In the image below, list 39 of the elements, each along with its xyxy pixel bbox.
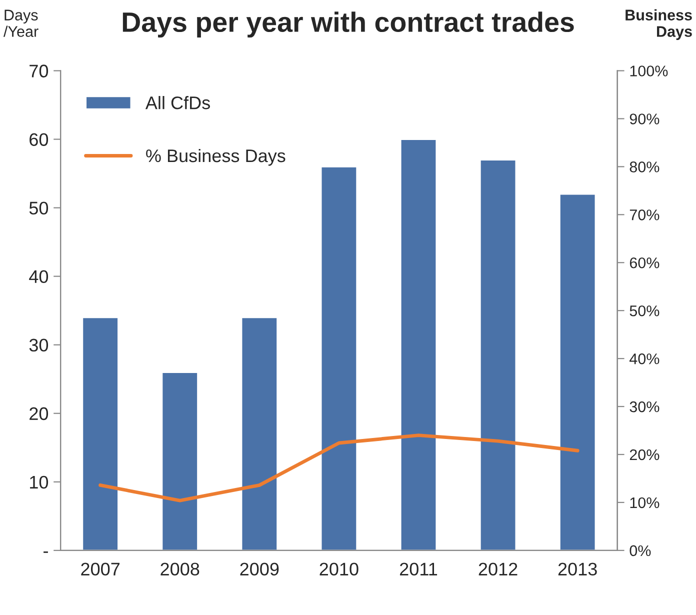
y-tick-label: 20 <box>30 407 48 420</box>
y2-tick-label: 60% <box>630 257 660 268</box>
y2-tick-label: 20% <box>630 449 660 460</box>
y-tick-label: 30 <box>29 338 48 352</box>
y2-tick-label: 100% <box>630 66 668 76</box>
x-tick-label: 2011 <box>400 562 438 576</box>
bar <box>400 138 438 550</box>
bar <box>82 316 119 550</box>
bar <box>479 159 517 550</box>
y2-tick-label: 10% <box>630 497 660 508</box>
y2-tick-label: 90% <box>630 114 660 124</box>
y2-tick-label: 50% <box>630 305 660 316</box>
y2-tick-label: 40% <box>630 353 660 364</box>
bar <box>558 193 596 550</box>
x-tick-label: 2013 <box>558 562 597 576</box>
legend-label: All CfDs <box>145 96 210 110</box>
y2-axis-title: Business Days <box>626 9 692 40</box>
y-tick-label: 40 <box>29 270 48 284</box>
x-tick-label: 2008 <box>160 562 200 576</box>
y2-tick-label: 0% <box>630 545 651 556</box>
y-tick-label: 10 <box>30 476 48 489</box>
y-tick-label: 50 <box>29 202 48 214</box>
y2-tick-label: 80% <box>630 162 660 172</box>
y2-tick-label: 70% <box>630 210 660 220</box>
bar <box>161 372 198 550</box>
x-tick-label: 2010 <box>320 562 358 576</box>
bar <box>320 166 358 550</box>
x-tick-label: 2007 <box>81 562 120 576</box>
y-tick-label: - <box>44 551 48 553</box>
y2-tick-label: 30% <box>630 401 660 412</box>
y-tick-label: 60 <box>30 133 48 146</box>
bar <box>240 316 278 550</box>
chart-title: Days per year with contract trades <box>122 12 574 38</box>
x-tick-label: 2012 <box>478 562 518 576</box>
y-axis-title: Days /Year <box>3 10 38 37</box>
legend-label: % Business Days <box>146 148 286 166</box>
y-tick-label: 70 <box>30 64 48 78</box>
x-tick-label: 2009 <box>240 562 279 576</box>
line-series <box>98 434 580 502</box>
